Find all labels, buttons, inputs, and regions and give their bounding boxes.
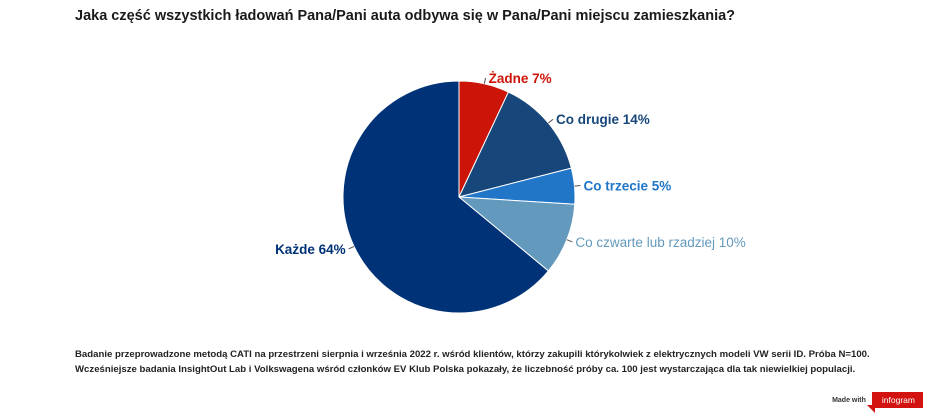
slice-leader-line-4 <box>348 245 355 250</box>
slice-label-0: Żadne 7% <box>489 71 552 86</box>
pie-chart: Żadne 7% Co drugie 14% Co trzecie 5% Co czw… <box>275 71 746 314</box>
slice-leader-line-3 <box>566 239 573 243</box>
slice-leader-line-2 <box>574 185 581 187</box>
made-with-label: Made with <box>832 396 866 404</box>
brand-name: infogram <box>881 395 915 405</box>
made-with-footer[interactable]: Made with infogram <box>832 392 923 413</box>
slice-label-3: Co czwarte lub rzadziej 10% <box>575 235 745 250</box>
slice-leader-line-0 <box>483 77 487 84</box>
note-line-1: Badanie przeprowadzone metodą CATI na pr… <box>75 349 870 360</box>
slice-label-2: Co trzecie 5% <box>583 179 671 194</box>
infogram-logo[interactable]: infogram <box>866 392 923 413</box>
slice-leader-line-1 <box>548 118 554 124</box>
pie-slice-3[interactable] <box>457 196 576 272</box>
slice-label-4: Każde 64% <box>275 242 346 257</box>
logo-tail-shape <box>866 405 875 413</box>
methodology-note: Badanie przeprowadzone metodą CATI na pr… <box>75 347 870 377</box>
chart-title: Jaka część wszystkich ładowań Pana/Pani … <box>75 8 736 24</box>
note-line-2: Wcześniejsze badania InsightOut Lab i Vo… <box>75 364 856 375</box>
slice-label-1: Co drugie 14% <box>556 112 650 127</box>
